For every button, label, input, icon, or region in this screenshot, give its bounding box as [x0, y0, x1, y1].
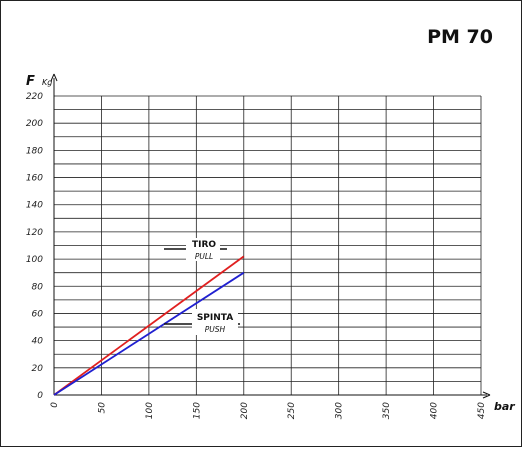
x-tick-label: 300	[335, 402, 345, 419]
series-line-spinta	[53, 271, 245, 396]
x-tick-label: 50	[97, 402, 107, 414]
x-axis-label: bar	[494, 400, 515, 413]
series-label-tiro-name: TIRO	[192, 240, 216, 250]
series-line-tiro	[53, 255, 245, 396]
x-tick-label: 0	[50, 402, 60, 408]
y-axis-arrow	[50, 73, 58, 82]
y-axis-tick-labels: 0 20 40 60 80 100 120 140 160 180 200 220	[26, 92, 43, 401]
x-tick-label: 350	[382, 402, 392, 419]
y-tick-label: 80	[32, 282, 44, 292]
y-tick-label: 40	[32, 337, 44, 347]
y-tick-label: 20	[32, 364, 44, 374]
horizontal-gridlines	[54, 95, 481, 382]
x-tick-label: 200	[240, 402, 250, 419]
y-tick-label: 200	[26, 119, 43, 129]
y-tick-label: 60	[32, 309, 44, 319]
y-tick-label: 160	[26, 174, 43, 184]
x-tick-label: 450	[477, 402, 487, 419]
x-tick-label: 400	[430, 402, 440, 419]
chart-title: PM 70	[427, 26, 493, 48]
y-tick-label: 100	[26, 255, 43, 265]
series-label-spinta: SPINTA PUSH	[164, 309, 240, 335]
y-tick-label: 180	[26, 146, 43, 156]
y-axis-symbol: F	[26, 74, 35, 89]
series-lines	[53, 255, 245, 396]
x-axis-tick-labels: 0 50 100 150 200 250 300 350 400 450	[50, 402, 487, 419]
series-label-tiro-backdrop	[186, 238, 220, 261]
x-tick-label: 100	[145, 402, 155, 419]
series-label-spinta-subname: PUSH	[205, 325, 226, 334]
y-tick-label: 120	[26, 228, 43, 238]
y-tick-label: 220	[26, 92, 43, 102]
x-axis-arrow	[482, 391, 491, 399]
y-axis-unit: Kg	[42, 78, 52, 87]
series-label-spinta-backdrop	[192, 309, 238, 335]
y-tick-label: 0	[37, 391, 43, 401]
series-label-spinta-name: SPINTA	[197, 313, 233, 323]
y-tick-label: 140	[26, 201, 43, 211]
x-tick-label: 150	[192, 402, 202, 419]
series-label-tiro: TIRO PULL	[164, 238, 227, 261]
series-label-tiro-subname: PULL	[195, 252, 213, 261]
y-axis-label: F Kg	[26, 70, 52, 89]
x-tick-label: 250	[287, 402, 297, 419]
